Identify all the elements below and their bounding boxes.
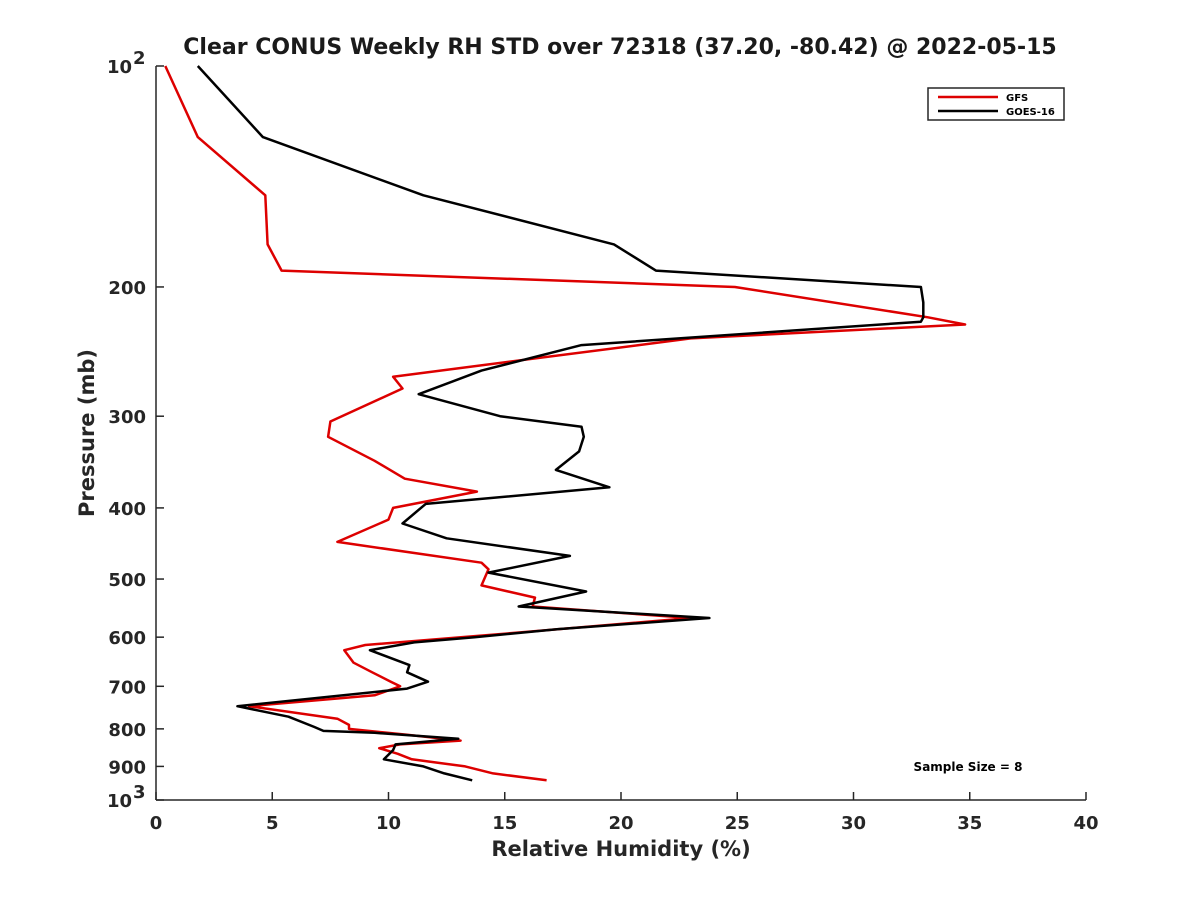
y-tick-label-exponent: 2 [133,48,146,69]
sample-size-annotation: Sample Size = 8 [914,760,1023,774]
y-tick-label: 10 3 [107,782,146,812]
y-tick-label: 500 [108,570,146,591]
legend-label-goes16: GOES-16 [1006,107,1055,118]
x-tick-label: 25 [725,813,750,834]
y-tick-label: 700 [108,677,146,698]
x-tick-label: 35 [957,813,982,834]
x-tick-label: 20 [608,813,633,834]
y-axis-label: Pressure (mb) [75,349,99,517]
y-tick-label: 300 [108,407,146,428]
legend: GFS GOES-16 [927,87,1065,121]
y-tick-label: 600 [108,628,146,649]
y-tick-label: 900 [108,757,146,778]
x-axis-label: Relative Humidity (%) [491,837,750,861]
x-tick-label: 30 [841,813,866,834]
x-tick-label: 40 [1073,813,1098,834]
x-tick-label: 5 [266,813,279,834]
series-layer [164,65,967,782]
legend-label-gfs: GFS [1006,93,1028,104]
legend-box [927,87,1065,121]
y-tick-label-base: 10 [107,57,132,78]
series-line-goes16 [196,65,925,782]
chart-title: Clear CONUS Weekly RH STD over 72318 (37… [183,35,1056,60]
y-tick-label: 800 [108,720,146,741]
y-tick-label-exponent: 3 [133,782,146,803]
y-tick-label: 10 2 [107,48,146,78]
y-tick-label: 200 [108,278,146,299]
x-tick-label: 15 [492,813,517,834]
plot-area [156,66,1086,800]
x-tick-label: 10 [376,813,401,834]
y-tick-label: 400 [108,499,146,520]
x-tick-label: 0 [150,813,163,834]
y-tick-label-base: 10 [107,791,132,812]
